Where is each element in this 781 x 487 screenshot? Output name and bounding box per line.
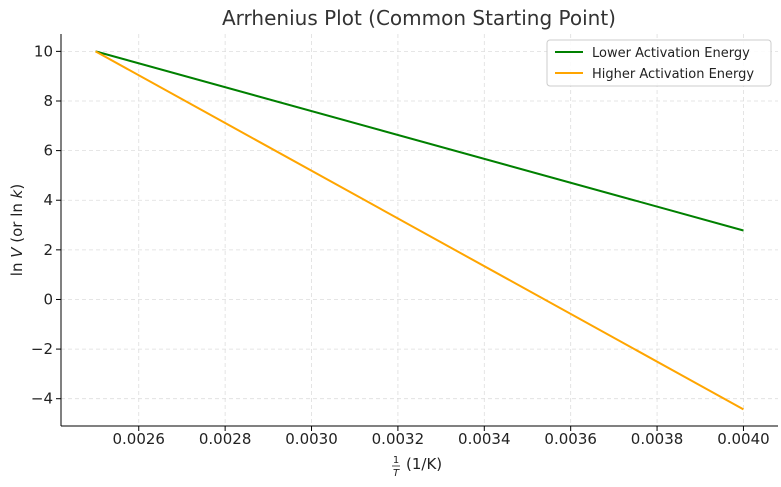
x-tick-label: 0.0034 [458,430,511,448]
y-ticks: −4 −2 0 2 4 6 8 10 [31,42,61,408]
legend-label-higher: Higher Activation Energy [592,67,754,82]
lower-activation-energy-line [95,50,744,232]
grid [61,34,778,426]
x-tick-label: 0.0036 [544,430,597,448]
chart-title: Arrhenius Plot (Common Starting Point) [222,6,616,30]
x-tick-label: 0.0030 [285,430,338,448]
x-tick-label: 0.0026 [112,430,165,448]
y-tick-label: 8 [43,92,53,110]
x-axis-label: 1 T (1/K) [392,455,442,479]
x-tick-label: 0.0032 [372,430,425,448]
y-tick-label: 6 [43,142,53,160]
y-tick-label: −2 [31,340,53,358]
legend-box [546,39,772,87]
x-label-unit: (1/K) [406,455,442,473]
y-axis-label: ln V (or ln k) [8,184,26,276]
y-tick-label: 4 [43,191,53,209]
x-tick-label: 0.0040 [717,430,770,448]
legend: Lower Activation Energy Higher Activatio… [546,39,772,87]
y-tick-label: 10 [34,42,53,60]
x-label-denominator: T [393,468,400,479]
series-lines [95,50,744,411]
higher-activation-energy-line [95,50,744,411]
legend-label-lower: Lower Activation Energy [592,46,750,61]
x-tick-label: 0.0038 [631,430,684,448]
x-label-numerator: 1 [393,455,399,466]
y-tick-label: 2 [43,241,53,259]
y-tick-label: 0 [43,290,53,308]
y-tick-label: −4 [31,390,53,408]
x-ticks: 0.0026 0.0028 0.0030 0.0032 0.0034 0.0036 0.00… [112,426,770,448]
x-tick-label: 0.0028 [199,430,252,448]
